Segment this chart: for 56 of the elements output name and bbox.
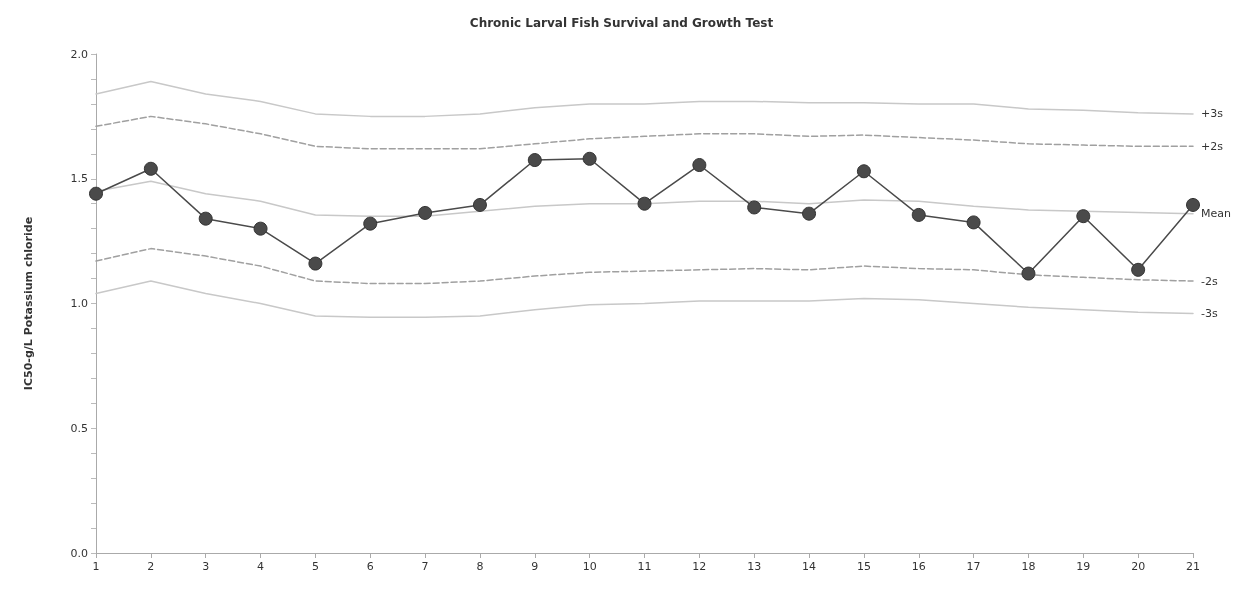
point <box>418 205 433 220</box>
x-tick-label: 3 <box>202 560 210 573</box>
point <box>856 164 871 179</box>
y-tick-label: 0.0 <box>70 546 88 560</box>
x-tick-label: 8 <box>476 560 484 573</box>
point <box>1131 262 1146 277</box>
x-tick-label: 15 <box>856 560 871 573</box>
x-tick-label: 12 <box>692 560 707 573</box>
point <box>637 196 652 211</box>
x-tick-label: 4 <box>257 560 265 573</box>
point <box>308 256 323 271</box>
x-tick-label: 19 <box>1076 560 1091 573</box>
x-tick-label: 20 <box>1131 560 1146 573</box>
point <box>363 216 378 231</box>
point <box>966 215 981 230</box>
series-label: -3s <box>1201 306 1218 320</box>
x-tick-label: 10 <box>582 560 597 573</box>
y-tick-label: 0.5 <box>70 421 88 435</box>
point <box>802 206 817 221</box>
x-tick-label: 1 <box>92 560 100 573</box>
point <box>198 211 213 226</box>
x-tick-label: 5 <box>311 560 319 573</box>
point <box>747 200 762 215</box>
y-axis-title: IC50-g/L Potassium chloride <box>22 216 35 391</box>
point <box>692 158 707 173</box>
chart-title: Chronic Larval Fish Survival and Growth Test <box>469 16 774 30</box>
y-tick-label: 1.5 <box>70 172 88 186</box>
point <box>1021 266 1036 281</box>
y-tick-label: 2.0 <box>70 47 88 61</box>
x-tick-label: 14 <box>802 560 817 573</box>
x-tick-label: 18 <box>1021 560 1036 573</box>
x-tick-label: 21 <box>1186 560 1200 573</box>
x-tick-label: 17 <box>966 560 981 573</box>
x-tick-label: 16 <box>911 560 926 573</box>
line-series <box>95 80 1194 118</box>
point <box>89 186 103 201</box>
x-tick-label: 11 <box>637 560 652 573</box>
point <box>527 153 542 168</box>
series-label: +2s <box>1201 139 1224 153</box>
point <box>911 207 926 222</box>
point <box>143 161 158 176</box>
y-tick-label: 1.0 <box>70 297 88 310</box>
point <box>1076 209 1091 224</box>
point <box>1186 197 1200 212</box>
x-tick-label: 9 <box>531 560 539 573</box>
series-label: +3s <box>1201 107 1224 121</box>
series-label: Mean <box>1201 207 1231 221</box>
x-tick-label: 7 <box>421 560 429 573</box>
x-tick-label: 2 <box>147 560 155 573</box>
line-series <box>95 280 1194 318</box>
x-tick-label: 6 <box>366 560 374 573</box>
point <box>582 151 597 166</box>
point <box>253 221 268 236</box>
x-tick-label: 13 <box>747 560 762 573</box>
point <box>472 197 487 212</box>
series-label: -2s <box>1201 274 1218 288</box>
